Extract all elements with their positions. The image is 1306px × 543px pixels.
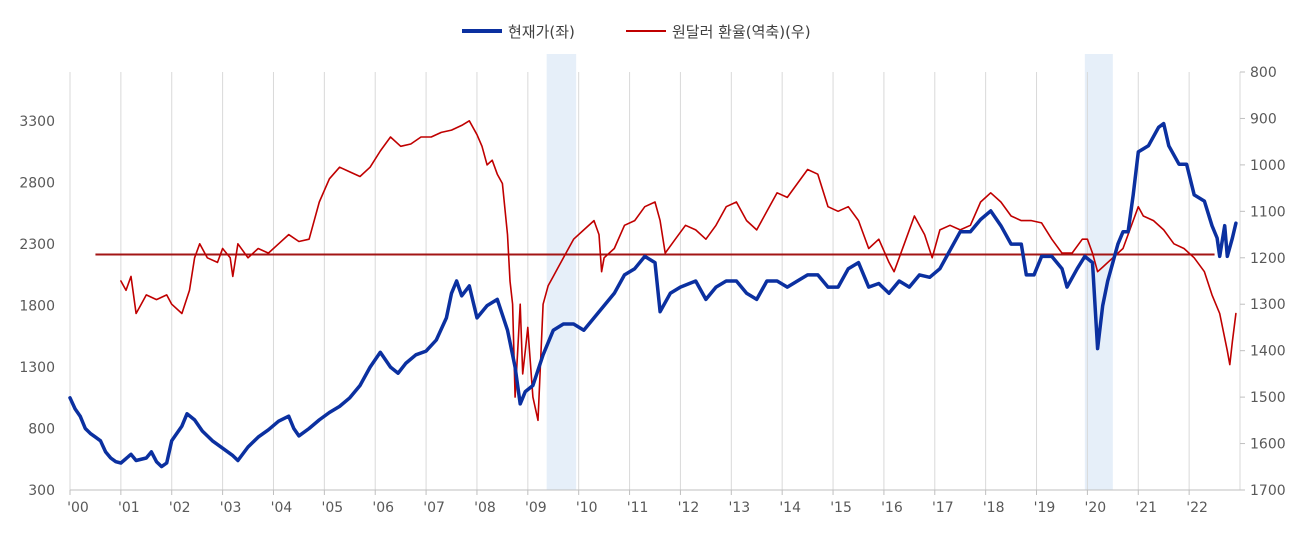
x-tick-label: '14 [779,500,801,516]
legend-label: 원달러 환율(역축)(우) [672,23,811,41]
x-tick-label: '16 [881,500,903,516]
y-right-tick-label: 1500 [1250,390,1286,406]
x-tick-label: '04 [271,500,293,516]
y-right-tick-label: 1600 [1250,437,1286,453]
axes: '00 '01 '02 '03 '04 '05 '06 '07 '08 '09 '10 '11 '12 '… [19,65,1285,516]
x-tick-label: '00 [67,500,89,516]
x-tick-label: '21 [1135,500,1157,516]
y-left-tick-label: 1300 [19,360,55,376]
x-tick-label: '13 [728,500,750,516]
y-right-tick-label: 1100 [1250,204,1286,220]
vertical-gridlines [69,72,1241,490]
x-tick-label: '03 [220,500,242,516]
legend: 현재가(좌) 원달러 환율(역축)(우) [462,23,811,41]
x-tick-label: '05 [322,500,344,516]
shaded-periods [546,54,1113,490]
x-tick-label: '07 [423,500,445,516]
x-tick-label: '11 [627,500,649,516]
y-left-tick-label: 300 [28,483,55,499]
x-tick-label: '19 [1034,500,1056,516]
y-right-tick-label: 1300 [1250,297,1286,313]
y-right-tick-label: 1700 [1250,483,1286,499]
y-right-tick-label: 1000 [1250,158,1286,174]
y-right-tick-label: 1400 [1250,344,1286,360]
y-left-tick-label: 2800 [19,176,55,192]
x-tick-label: '01 [118,500,140,516]
x-tick-label: '17 [932,500,954,516]
y-right-tick-label: 800 [1250,65,1277,81]
series-line-price [68,121,1238,469]
y-left-tick-label: 1800 [19,299,55,315]
y-left-tick-label: 3300 [19,114,55,130]
x-tick-label: '06 [372,500,394,516]
series-line-fx [120,120,1237,422]
x-tick-label: '09 [525,500,547,516]
x-tick-label: '15 [830,500,852,516]
x-tick-label: '20 [1085,500,1107,516]
x-tick-label: '18 [983,500,1005,516]
legend-label: 현재가(좌) [508,23,575,41]
series-lines [68,120,1238,469]
x-tick-label: '12 [678,500,700,516]
y-left-tick-label: 2300 [19,237,55,253]
y-right-tick-label: 1200 [1250,251,1286,267]
y-left-tick-label: 800 [28,422,55,438]
y-right-tick-label: 900 [1250,111,1277,127]
x-tick-label: '22 [1186,500,1208,516]
x-tick-label: '02 [169,500,191,516]
shaded-period [546,54,577,490]
x-tick-label: '10 [576,500,598,516]
shaded-period [1084,54,1113,490]
x-tick-label: '08 [474,500,496,516]
